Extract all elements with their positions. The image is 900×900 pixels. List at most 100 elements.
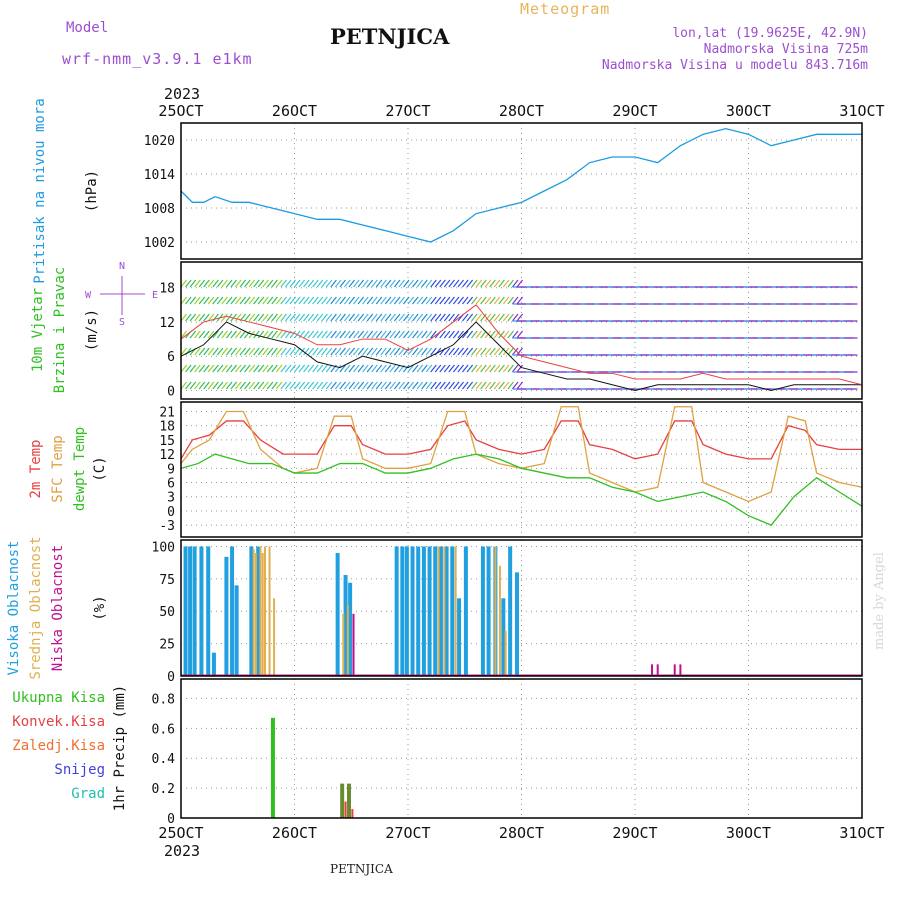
wind-arrow: [439, 313, 446, 322]
precip-bar: [270, 717, 275, 818]
model-label: Model: [66, 20, 109, 36]
wind-arrow: [180, 313, 188, 322]
wind-arrow: [221, 279, 228, 288]
x-tick-label-bottom: 27OCT: [385, 824, 430, 842]
wind-arrow: [389, 279, 396, 288]
wind-arrow: [493, 330, 501, 339]
wind-arrow: [462, 279, 469, 288]
wind-arrow: [334, 296, 342, 305]
wind-arrow: [207, 364, 215, 373]
wind-arrow: [303, 330, 310, 339]
wind-arrow: [484, 313, 492, 322]
cloud-bar: [230, 546, 235, 676]
cloud-bar: [656, 664, 659, 676]
precip-legend-0: Ukupna Kisa: [12, 690, 105, 706]
wind-arrow: [221, 347, 228, 356]
wind-arrow: [207, 330, 215, 339]
wind-arrow: [334, 364, 342, 373]
cloud-bar: [252, 549, 255, 676]
wind-arrow: [284, 347, 292, 356]
temp-line-0: [180, 420, 862, 460]
wind-arrow: [235, 296, 242, 305]
wind-arrow: [212, 330, 219, 339]
wind-arrow: [294, 296, 301, 305]
wind-arrow: [471, 313, 478, 322]
y-tick-label: 21: [159, 405, 175, 420]
wind-arrow: [484, 296, 492, 305]
wind-arrow: [294, 279, 301, 288]
wind-arrow: [466, 381, 474, 390]
wind-arrow: [330, 313, 337, 322]
wind-arrow: [507, 313, 514, 322]
wind-arrow: [271, 381, 278, 390]
wind-arrow: [198, 313, 206, 322]
wind-arrow: [207, 347, 215, 356]
wind-arrow: [266, 279, 274, 288]
wind-arrow: [425, 313, 433, 322]
wind-arrow: [371, 364, 378, 373]
wind-arrow: [507, 347, 514, 356]
wind-arrow: [325, 279, 333, 288]
y-tick-label: 100: [152, 540, 175, 555]
y-tick-label: 0: [167, 670, 175, 685]
y-tick-label: 3: [167, 491, 175, 506]
wind-arrow: [380, 364, 387, 373]
cloud-bar: [342, 613, 345, 676]
wind-arrow: [221, 364, 228, 373]
wind-arrow: [511, 279, 519, 288]
wind-arrow: [307, 330, 315, 339]
cloud-bar: [254, 552, 257, 676]
wind-arrow: [457, 364, 465, 373]
wind-arrow: [416, 364, 424, 373]
wind-wind-gust-line: [180, 304, 863, 386]
wind-arrow: [185, 381, 192, 390]
wind-arrow: [416, 279, 424, 288]
wind-arrow: [189, 313, 197, 322]
wind-arrow: [471, 296, 478, 305]
wind-arrow: [271, 279, 278, 288]
wind-arrow: [353, 296, 360, 305]
wind-arrow: [334, 347, 342, 356]
wind-arrow: [316, 364, 324, 373]
cloud-bar: [679, 664, 682, 676]
y-tick-label: 1008: [144, 202, 175, 217]
wind-arrow: [507, 364, 514, 373]
cloud-bar: [192, 546, 197, 676]
wind-arrow: [203, 364, 210, 373]
wind-arrow: [471, 279, 478, 288]
wind-arrow: [393, 279, 401, 288]
wind-arrow: [216, 296, 224, 305]
wind-arrow: [307, 347, 315, 356]
wind-arrow: [275, 347, 283, 356]
y-tick-label: 6: [167, 477, 175, 492]
wind-arrow: [421, 313, 428, 322]
precip-legend-4: Grad: [71, 786, 105, 802]
wind-arrow: [516, 347, 524, 356]
wind-arrow: [230, 381, 238, 390]
wind-arrow: [357, 279, 365, 288]
wind-arrow: [294, 381, 301, 390]
wind-arrow: [221, 330, 228, 339]
wind-arrow: [475, 347, 483, 356]
wind-arrow: [203, 313, 210, 322]
wind-arrow: [257, 330, 265, 339]
wind-arrow: [284, 313, 292, 322]
wind-arrow: [284, 279, 292, 288]
wind-arrow: [325, 330, 333, 339]
cloud-bar: [259, 546, 262, 676]
wind-arrow: [393, 330, 401, 339]
wind-arrow: [225, 364, 233, 373]
wind-arrow: [366, 381, 374, 390]
wind-arrow: [366, 330, 374, 339]
wind-arrow: [353, 279, 360, 288]
y-tick-label: 12: [159, 448, 175, 463]
wind-arrow: [434, 381, 442, 390]
wind-arrow: [475, 330, 483, 339]
wind-arrow: [416, 381, 424, 390]
wind-arrow: [407, 279, 415, 288]
wind-axis-sublabel: Brzina i Pravac: [52, 267, 68, 393]
model-name: wrf-nmm_v3.9.1 e1km: [62, 50, 253, 68]
wind-arrow: [348, 330, 356, 339]
wind-arrow: [425, 330, 433, 339]
cloud-unit-label: (%): [92, 595, 108, 620]
